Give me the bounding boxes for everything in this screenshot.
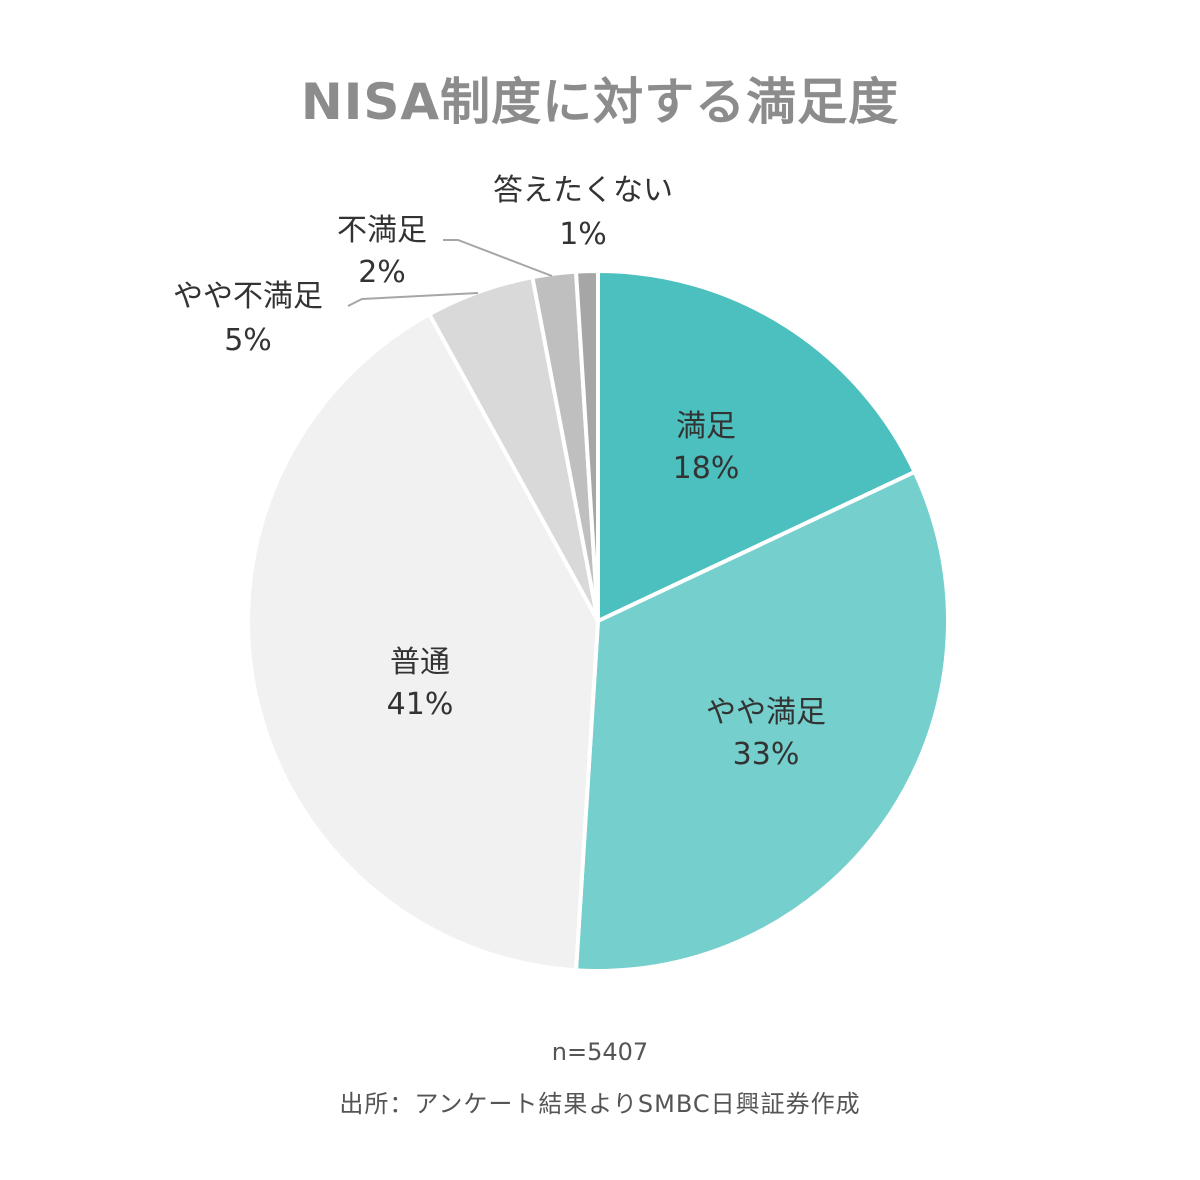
source-note: 出所：アンケート結果よりSMBC日興証券作成 [339, 1090, 861, 1118]
slice-label-4: 不満足 [337, 213, 427, 248]
slice-value-4: 2% [358, 255, 406, 290]
leader-line-3 [347, 292, 479, 307]
slice-label-5: 答えたくない [493, 173, 673, 208]
leader-lines [347, 239, 553, 307]
slice-label-3: やや不満足 [173, 279, 323, 314]
leader-line-4 [443, 239, 553, 277]
pie-slices [246, 269, 950, 973]
chart-title: NISA制度に対する満足度 [300, 73, 900, 131]
slice-value-2: 41% [387, 687, 454, 722]
sample-size-note: n=5407 [551, 1038, 649, 1066]
slice-value-1: 33% [733, 737, 800, 772]
pie-slice-2 [246, 312, 600, 973]
slice-value-0: 18% [673, 451, 740, 486]
slice-label-2: 普通 [390, 645, 450, 680]
pie-slice-1 [574, 469, 950, 973]
slice-label-1: やや満足 [706, 695, 826, 730]
slice-value-5: 1% [559, 217, 607, 252]
pie-slice-5 [574, 269, 600, 623]
slice-labels: 満足 18% やや満足 33% 普通 41% やや不満足 5% 不満足 2% 答えたくない 1% [173, 173, 826, 772]
pie-slice-0 [596, 269, 917, 623]
slice-label-0: 満足 [676, 409, 736, 444]
slice-value-3: 5% [224, 323, 272, 358]
